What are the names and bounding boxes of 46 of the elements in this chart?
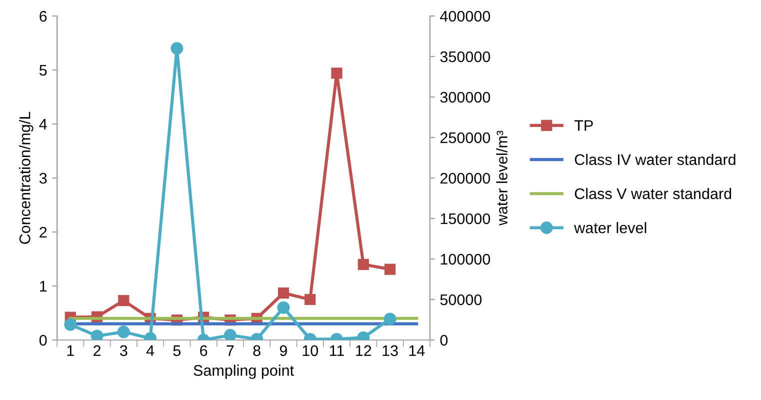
y2-tick-label: 100000 bbox=[440, 254, 490, 265]
y2-tick-label: 400000 bbox=[440, 10, 490, 22]
x-tick-label: 5 bbox=[173, 345, 181, 356]
x-tick-label: 4 bbox=[146, 345, 154, 356]
x-tick-label: 14 bbox=[409, 345, 425, 356]
x-tick-label: 8 bbox=[253, 345, 260, 356]
y2-tick-label: 150000 bbox=[440, 213, 490, 224]
y2-tick-label: 50000 bbox=[440, 294, 482, 306]
point bbox=[358, 258, 369, 270]
x-tick-label: 2 bbox=[94, 345, 101, 356]
y-tick-label: 1 bbox=[40, 281, 47, 292]
y2-tick-label: 0 bbox=[440, 334, 448, 346]
point bbox=[331, 68, 342, 79]
legend-label: Class IV water standard bbox=[574, 154, 736, 166]
legend-label: Class V water standard bbox=[574, 188, 732, 200]
x-tick-label: 11 bbox=[330, 345, 344, 356]
y-tick-label: 6 bbox=[40, 10, 47, 22]
x-tick-label: 6 bbox=[200, 345, 208, 356]
point bbox=[90, 330, 104, 340]
y2-tick-label: 300000 bbox=[440, 92, 490, 103]
x-tick-label: 1 bbox=[67, 345, 74, 356]
x-axis-title: Sampling point bbox=[194, 364, 294, 379]
x-tick-label: 12 bbox=[356, 345, 372, 356]
y2-tick-label: 200000 bbox=[440, 172, 490, 184]
point bbox=[170, 42, 184, 55]
point bbox=[278, 287, 290, 299]
x-tick-label: 13 bbox=[382, 345, 398, 356]
y-tick-label: 4 bbox=[39, 119, 47, 130]
point bbox=[224, 328, 236, 340]
y-tick-label: 5 bbox=[39, 65, 47, 76]
y2-tick-label: 350000 bbox=[440, 51, 490, 62]
y-tick-label: 3 bbox=[39, 172, 47, 184]
y2-tick-label: 250000 bbox=[440, 132, 490, 144]
legend-label: water level bbox=[574, 222, 646, 234]
point bbox=[118, 295, 130, 306]
x-tick-label: 9 bbox=[280, 345, 287, 356]
point bbox=[384, 264, 396, 275]
y-tick-label: 0 bbox=[39, 334, 47, 346]
point bbox=[304, 294, 316, 306]
x-tick-label: 7 bbox=[226, 345, 234, 356]
y-tick-label: 2 bbox=[40, 226, 47, 238]
x-tick-label: 10 bbox=[302, 345, 318, 356]
x-tick-label: 3 bbox=[120, 345, 128, 356]
y-axis-title: Concentration/mg/L bbox=[19, 112, 34, 244]
legend-label: TP bbox=[574, 120, 593, 131]
y2-axis-title: water level/m³ bbox=[496, 130, 508, 226]
